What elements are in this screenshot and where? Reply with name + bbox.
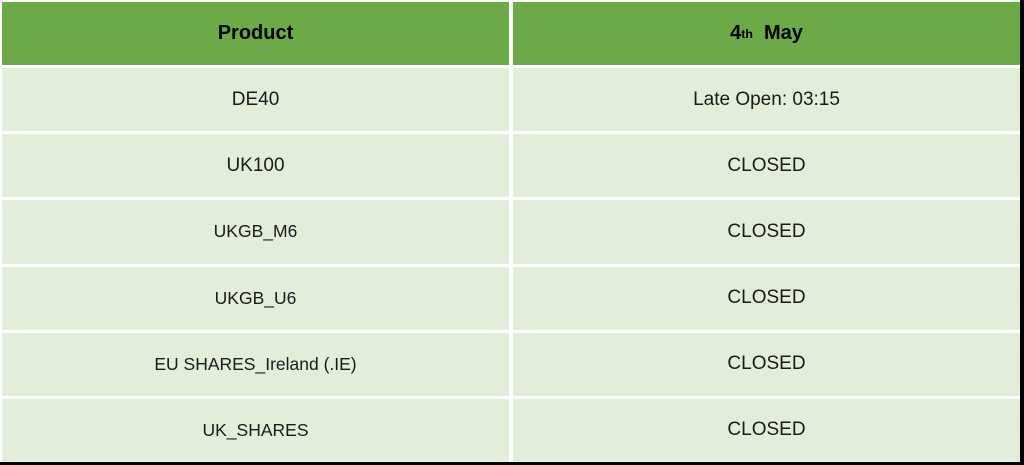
table-row: DE40 Late Open: 03:15: [2, 68, 1020, 132]
status-cell: CLOSED: [513, 332, 1020, 396]
table-row: UKGB_M6 CLOSED: [2, 200, 1020, 264]
product-cell: UK100: [2, 134, 509, 198]
status-cell: CLOSED: [513, 200, 1020, 264]
status-cell: CLOSED: [513, 398, 1020, 463]
product-cell: DE40: [2, 68, 509, 132]
product-cell: UKGB_U6: [2, 266, 509, 330]
status-cell: CLOSED: [513, 266, 1020, 330]
table-row: UK_SHARES CLOSED: [2, 398, 1020, 463]
table-row: EU SHARES_Ireland (.IE) CLOSED: [2, 332, 1020, 396]
date-month: May: [763, 22, 803, 44]
status-cell: Late Open: 03:15: [513, 68, 1020, 132]
product-cell: UKGB_M6: [2, 200, 509, 264]
product-cell: UK_SHARES: [2, 398, 509, 463]
date-day: 4: [730, 22, 742, 44]
status-cell: CLOSED: [513, 134, 1020, 198]
column-header-product: Product: [2, 2, 509, 65]
table-row: UKGB_U6 CLOSED: [2, 266, 1020, 330]
product-cell: EU SHARES_Ireland (.IE): [2, 332, 509, 396]
table-row: UK100 CLOSED: [2, 134, 1020, 198]
